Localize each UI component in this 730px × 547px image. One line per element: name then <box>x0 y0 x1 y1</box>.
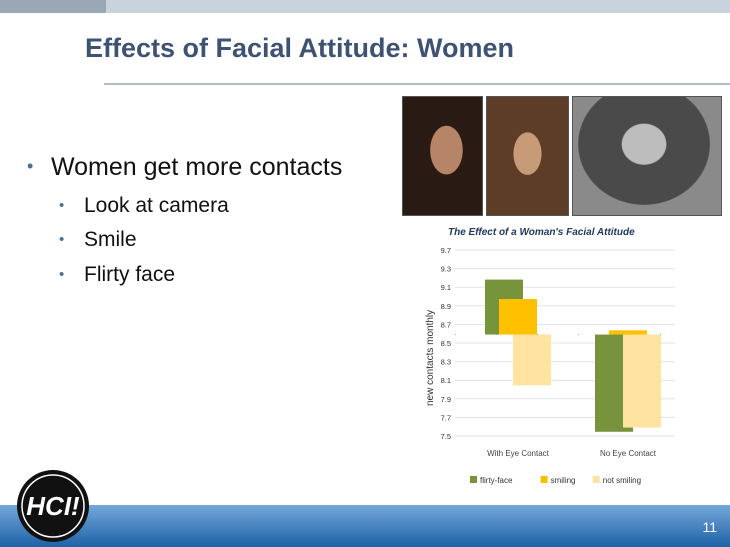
x-category-label: No Eye Contact <box>600 449 657 458</box>
top-accent-bar <box>0 0 730 13</box>
bar-not-smiling <box>513 334 551 386</box>
x-category-label: With Eye Contact <box>487 449 550 458</box>
top-accent-bar-dark <box>0 0 106 13</box>
y-tick-label: 8.1 <box>441 376 451 385</box>
y-tick-label: 7.9 <box>441 395 451 404</box>
y-tick-label: 7.7 <box>441 413 451 422</box>
legend-label: smiling <box>551 476 576 485</box>
title-divider <box>104 83 730 85</box>
woman-photo-2 <box>486 96 569 216</box>
y-tick-label: 8.9 <box>441 302 451 311</box>
bullet-text: Women get more contacts <box>51 153 343 181</box>
bullet-main: • Women get more contacts <box>27 153 342 182</box>
y-axis-label: new contacts monthly <box>425 310 436 406</box>
bar-smiling <box>609 330 647 335</box>
woman-photo-3 <box>572 96 722 216</box>
logo-text: HCI! <box>26 491 80 521</box>
y-tick-label: 7.5 <box>441 432 451 441</box>
bullet-dot: • <box>59 231 65 248</box>
y-tick-label: 8.3 <box>441 358 451 367</box>
legend-label: not smiling <box>603 476 641 485</box>
bullet-dot: • <box>27 156 34 176</box>
bullet-sub: • Flirty face <box>59 263 175 287</box>
bullet-text: Smile <box>84 228 137 251</box>
bullet-dot: • <box>59 266 65 283</box>
y-tick-label: 8.5 <box>441 339 451 348</box>
bullet-sub: • Smile <box>59 228 137 252</box>
legend-swatch <box>540 476 548 483</box>
y-tick-label: 9.3 <box>441 265 451 274</box>
slide-title: Effects of Facial Attitude: Women <box>85 33 515 63</box>
legend-swatch <box>470 476 477 483</box>
y-tick-label: 9.7 <box>441 246 451 255</box>
bar-smiling <box>499 299 537 335</box>
bullet-dot: • <box>59 197 65 214</box>
facial-attitude-chart: The Effect of a Woman's Facial Attitude … <box>400 220 680 490</box>
hci-logo: HCI! <box>17 470 89 542</box>
y-tick-label: 9.1 <box>441 283 451 292</box>
woman-photo-1 <box>402 96 483 216</box>
footer-bar <box>0 505 730 547</box>
y-tick-label: 8.7 <box>441 320 451 329</box>
bullet-sub: • Look at camera <box>59 194 229 218</box>
legend-label: flirty-face <box>480 476 513 485</box>
bullet-text: Look at camera <box>84 194 229 217</box>
page-number: 11 <box>702 519 717 535</box>
chart-title: The Effect of a Woman's Facial Attitude <box>448 227 635 238</box>
legend-swatch <box>592 476 600 483</box>
bar-not-smiling <box>623 334 661 428</box>
bullet-text: Flirty face <box>84 263 176 286</box>
